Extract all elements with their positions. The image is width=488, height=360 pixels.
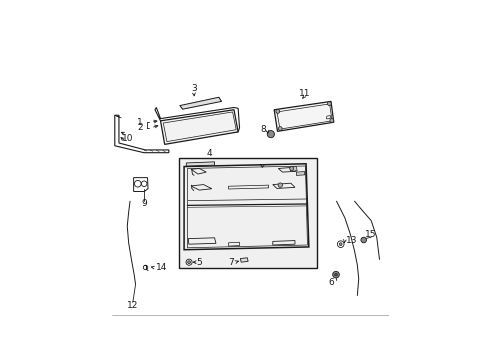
Circle shape (329, 118, 333, 122)
Circle shape (360, 237, 366, 243)
Text: 11: 11 (298, 89, 310, 98)
Text: 15: 15 (365, 230, 376, 239)
Circle shape (332, 271, 339, 278)
Text: 2: 2 (137, 123, 142, 132)
Text: 1: 1 (137, 118, 142, 127)
Polygon shape (274, 102, 333, 131)
Text: 9: 9 (141, 199, 146, 208)
Text: 14: 14 (156, 263, 167, 272)
Circle shape (187, 261, 190, 264)
Polygon shape (296, 172, 304, 175)
Text: 12: 12 (127, 301, 138, 310)
Text: 3: 3 (190, 85, 196, 94)
Circle shape (289, 167, 293, 170)
Polygon shape (160, 110, 238, 144)
Text: 7: 7 (228, 258, 233, 267)
Circle shape (278, 183, 282, 187)
Bar (178, 158, 317, 268)
Polygon shape (240, 258, 247, 262)
Circle shape (327, 102, 330, 105)
Circle shape (278, 127, 282, 131)
Circle shape (339, 243, 342, 246)
Circle shape (275, 109, 279, 113)
Text: 5: 5 (196, 258, 202, 267)
Text: 10: 10 (121, 134, 133, 143)
Circle shape (334, 273, 337, 276)
Text: 8: 8 (260, 125, 265, 134)
Text: 6: 6 (327, 279, 333, 288)
Text: 4: 4 (206, 149, 211, 158)
Polygon shape (289, 167, 297, 171)
Polygon shape (186, 162, 214, 166)
Circle shape (267, 131, 274, 138)
Polygon shape (180, 97, 221, 109)
Text: 13: 13 (346, 235, 357, 244)
